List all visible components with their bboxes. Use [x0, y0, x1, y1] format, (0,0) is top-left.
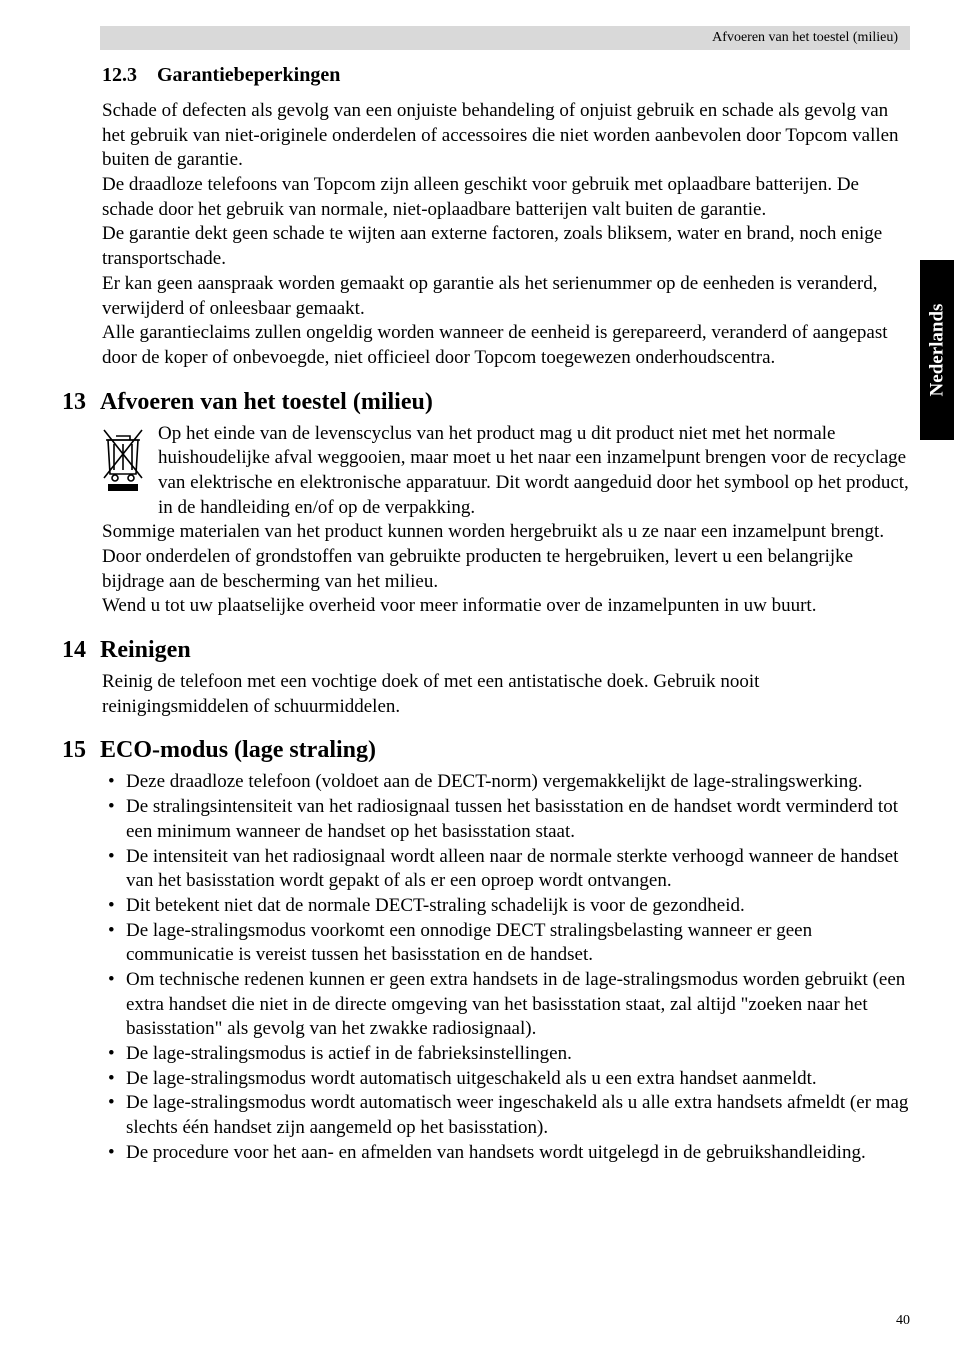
heading-14-number: 14	[62, 637, 100, 664]
heading-13-number: 13	[62, 389, 100, 416]
language-tab-label: Nederlands	[926, 304, 948, 397]
header-bar: Afvoeren van het toestel (milieu)	[100, 26, 910, 50]
heading-13-title: Afvoeren van het toestel (milieu)	[100, 389, 433, 415]
eco-bullet: De lage-stralingsmodus wordt automatisch…	[102, 1067, 910, 1092]
eco-bullet: De lage-stralingsmodus wordt automatisch…	[102, 1091, 910, 1140]
para-12-3-5: Alle garantieclaims zullen ongeldig word…	[102, 321, 910, 370]
eco-bullet: De intensiteit van het radiosignaal word…	[102, 845, 910, 894]
eco-bullet-list: Deze draadloze telefoon (voldoet aan de …	[102, 770, 910, 1165]
heading-15-number: 15	[62, 737, 100, 764]
para-12-3-3: De garantie dekt geen schade te wijten a…	[102, 222, 910, 271]
para-13-1: Op het einde van de levenscyclus van het…	[158, 422, 910, 521]
para-13-2: Sommige materialen van het product kunne…	[102, 520, 910, 594]
language-tab: Nederlands	[920, 260, 954, 440]
heading-15: 15ECO-modus (lage straling)	[62, 737, 910, 764]
weee-row: Op het einde van de levenscyclus van het…	[102, 422, 910, 521]
heading-13: 13Afvoeren van het toestel (milieu)	[62, 389, 910, 416]
header-text: Afvoeren van het toestel (milieu)	[712, 30, 898, 46]
eco-bullet: Deze draadloze telefoon (voldoet aan de …	[102, 770, 910, 795]
page-content: 12.3 Garantiebeperkingen Schade of defect…	[62, 64, 910, 1165]
heading-12-3-number: 12.3	[102, 64, 137, 86]
eco-bullet: De stralingsintensiteit van het radiosig…	[102, 795, 910, 844]
para-12-3-1: Schade of defecten als gevolg van een on…	[102, 99, 910, 173]
eco-bullet: De lage-stralingsmodus is actief in de f…	[102, 1042, 910, 1067]
heading-14: 14Reinigen	[62, 637, 910, 664]
heading-15-title: ECO-modus (lage straling)	[100, 737, 376, 763]
para-12-3-4: Er kan geen aanspraak worden gemaakt op …	[102, 272, 910, 321]
page-number: 40	[896, 1313, 910, 1329]
eco-bullet: De lage-stralingsmodus voorkomt een onno…	[102, 919, 910, 968]
para-12-3-2: De draadloze telefoons van Topcom zijn a…	[102, 173, 910, 222]
heading-12-3-title: Garantiebeperkingen	[157, 64, 340, 86]
weee-icon	[102, 422, 158, 521]
heading-14-title: Reinigen	[100, 637, 191, 663]
heading-12-3: 12.3 Garantiebeperkingen	[102, 64, 910, 87]
para-13-3: Wend u tot uw plaatselijke overheid voor…	[102, 594, 910, 619]
eco-bullet: Om technische redenen kunnen er geen ext…	[102, 968, 910, 1042]
eco-bullet: Dit betekent niet dat de normale DECT-st…	[102, 894, 910, 919]
para-14-1: Reinig de telefoon met een vochtige doek…	[102, 670, 910, 719]
eco-bullet: De procedure voor het aan- en afmelden v…	[102, 1141, 910, 1166]
